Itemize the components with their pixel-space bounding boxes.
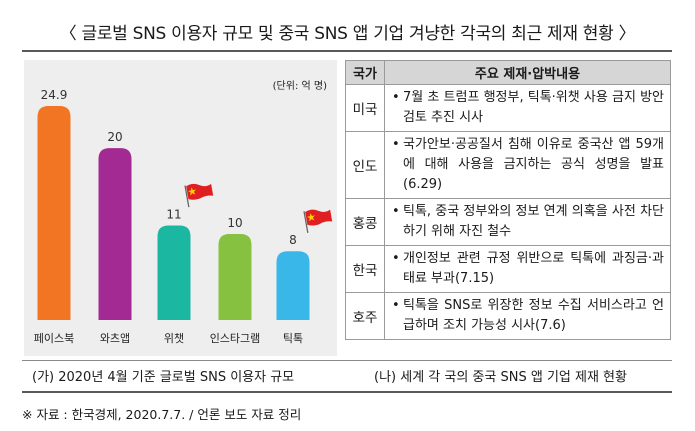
category-label: 위챗 — [164, 331, 184, 345]
bullet-icon: • — [392, 204, 400, 219]
content-cell: • 7월 초 트럼프 행정부, 틱톡·위챗 사용 금지 방안 검토 추진 시사 — [384, 84, 671, 132]
china-flag-icon — [303, 209, 333, 234]
header-content: 주요 제재·압박내용 — [384, 60, 671, 85]
chart-caption: (가) 2020년 4월 기준 글로벌 SNS 이용자 규모 — [32, 370, 295, 385]
value-label: 10 — [227, 216, 242, 230]
content-text: 틱톡, 중국 정부와의 정보 연계 의혹을 사전 차단하기 위해 자진 철수 — [403, 204, 664, 239]
content-text: 국가안보·공공질서 침해 이유로 중국산 앱 59개에 대해 사용을 금지하는 … — [403, 137, 664, 192]
header-country: 국가 — [345, 60, 385, 85]
bar-3 — [157, 225, 191, 320]
content-cell: • 틱톡을 SNS로 위장한 정보 수집 서비스라고 언급하며 조치 가능성 시사… — [384, 292, 671, 340]
bar-1 — [37, 106, 71, 320]
bullet-icon: • — [392, 251, 400, 266]
category-label: 와츠앱 — [100, 332, 130, 345]
country-cell: 호주 — [345, 292, 385, 340]
table-row: 한국 • 개인정보 관련 규정 위반으로 틱톡에 과징금·과태료 부과(7.15) — [345, 245, 671, 293]
table-row: 인도 • 국가안보·공공질서 침해 이유로 중국산 앱 59개에 대해 사용을 금지… — [345, 131, 671, 199]
caption-rule — [22, 360, 672, 361]
source-note: ※ 자료 : 한국경제, 2020.7.7. / 언론 보도 자료 정리 — [22, 407, 302, 422]
bullet-icon: • — [392, 90, 400, 105]
table-row: 홍콩 • 틱톡, 중국 정부와의 정보 연계 의혹을 사전 차단하기 위해 자진 철… — [345, 198, 671, 246]
bottom-rule — [22, 391, 672, 393]
unit-label: (단위: 억 명) — [272, 81, 327, 92]
bar-chart-svg: 24.9 페이스북 20 와츠앱 11 위챗 10 인스타그램 8 틱톡 — [34, 88, 333, 345]
category-label: 페이스북 — [34, 332, 74, 345]
value-label: 8 — [289, 233, 297, 247]
sns-users-chart: (단위: 억 명) 24.9 페이스북 20 와츠앱 11 위챗 10 인스타그램 8 틱톡 — [24, 60, 337, 356]
value-label: 11 — [166, 207, 181, 221]
bullet-icon: • — [392, 137, 400, 152]
content-cell: • 국가안보·공공질서 침해 이유로 중국산 앱 59개에 대해 사용을 금지하는… — [384, 131, 671, 199]
bar-4 — [218, 234, 252, 320]
country-cell: 인도 — [345, 131, 385, 199]
table-header-row: 국가 주요 제재·압박내용 — [345, 60, 671, 85]
category-label: 틱톡 — [283, 332, 303, 345]
sanction-table: 국가 주요 제재·압박내용 미국 • 7월 초 트럼프 행정부, 틱톡·위챗 사용 … — [345, 60, 671, 340]
china-flag-icon — [184, 183, 214, 208]
page-title: 〈 글로벌 SNS 이용자 규모 및 중국 SNS 앱 기업 겨냥한 각국의 최… — [59, 24, 636, 44]
table-caption: (나) 세계 각 국의 중국 SNS 앱 기업 제재 현황 — [374, 370, 627, 385]
top-rule — [22, 50, 672, 52]
value-label: 20 — [107, 130, 122, 144]
table-row: 호주 • 틱톡을 SNS로 위장한 정보 수집 서비스라고 언급하며 조치 가능성 … — [345, 292, 671, 340]
value-label: 24.9 — [41, 88, 68, 102]
content-cell: • 틱톡, 중국 정부와의 정보 연계 의혹을 사전 차단하기 위해 자진 철수 — [384, 198, 671, 246]
table-row: 미국 • 7월 초 트럼프 행정부, 틱톡·위챗 사용 금지 방안 검토 추진 시사 — [345, 84, 671, 132]
bar-2 — [98, 148, 132, 320]
bullet-icon: • — [392, 298, 400, 313]
content-text: 개인정보 관련 규정 위반으로 틱톡에 과징금·과태료 부과(7.15) — [403, 251, 664, 286]
content-text: 7월 초 트럼프 행정부, 틱톡·위챗 사용 금지 방안 검토 추진 시사 — [403, 90, 664, 125]
content-cell: • 개인정보 관련 규정 위반으로 틱톡에 과징금·과태료 부과(7.15) — [384, 245, 671, 293]
category-label: 인스타그램 — [210, 332, 261, 345]
country-cell: 미국 — [345, 84, 385, 132]
bar-5 — [276, 251, 310, 320]
country-cell: 한국 — [345, 245, 385, 293]
content-text: 틱톡을 SNS로 위장한 정보 수집 서비스라고 언급하며 조치 가능성 시사(… — [403, 298, 664, 333]
country-cell: 홍콩 — [345, 198, 385, 246]
